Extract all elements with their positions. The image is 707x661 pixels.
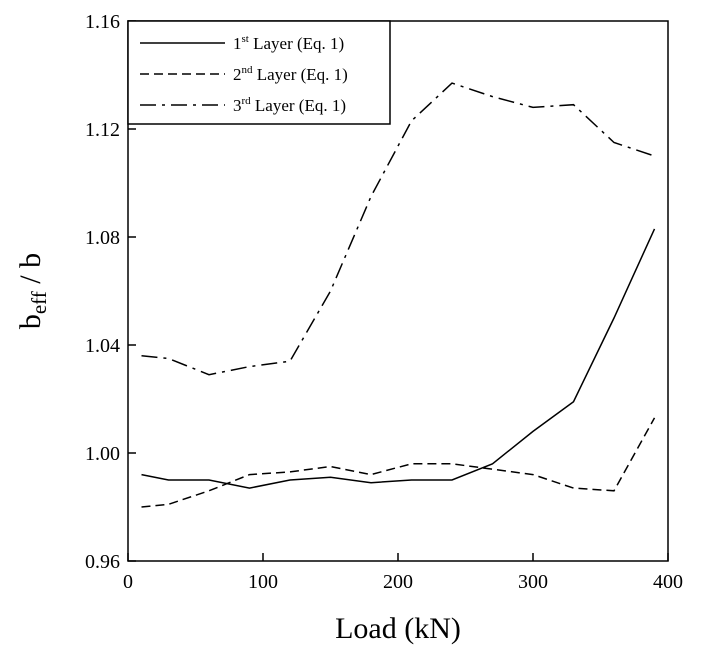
x-axis-title: Load (kN) [335, 612, 461, 645]
legend-label-1st-layer: 1st Layer (Eq. 1) [233, 33, 344, 53]
legend-3-ordinal: 3 [233, 96, 242, 115]
x-tick-label: 0 [123, 571, 133, 593]
legend-1-sup: st [242, 33, 249, 45]
legend-2-rest: Layer (Eq. 1) [253, 65, 348, 84]
y-tick-label: 1.12 [85, 119, 120, 141]
legend-1-ordinal: 1 [233, 34, 242, 53]
series-line-2 [141, 417, 656, 508]
legend-2-ordinal: 2 [233, 65, 242, 84]
legend-2-sup: nd [242, 64, 254, 76]
legend-box [127, 20, 391, 125]
legend-label-2nd-layer: 2nd Layer (Eq. 1) [233, 64, 348, 84]
y-tick-label: 1.16 [85, 11, 120, 33]
legend-3-rest: Layer (Eq. 1) [251, 96, 346, 115]
legend-3-sup: rd [242, 95, 252, 107]
series-line-1 [141, 228, 656, 489]
x-tick-label: 400 [653, 571, 683, 593]
y-axis-title-sub: eff [27, 291, 51, 314]
legend-1-rest: Layer (Eq. 1) [249, 34, 344, 53]
series-group [141, 82, 656, 508]
x-tick-label: 200 [383, 571, 413, 593]
y-axis-title-tail: / b [14, 253, 47, 291]
x-tick-label: 100 [248, 571, 278, 593]
legend: 1st Layer (Eq. 1) 2nd Layer (Eq. 1) 3rd … [127, 20, 391, 125]
x-tick-label: 300 [518, 571, 548, 593]
legend-label-3rd-layer: 3rd Layer (Eq. 1) [233, 95, 346, 115]
y-tick-label: 1.00 [85, 443, 120, 465]
series-line-3 [141, 82, 655, 376]
y-tick-label: 1.04 [85, 335, 120, 357]
y-tick-label: 1.08 [85, 227, 120, 249]
y-axis-title: beff / b [14, 253, 51, 329]
y-axis-title-main: b [14, 314, 47, 329]
y-tick-label: 0.96 [85, 551, 120, 573]
ticks-group: 0 100 200 300 400 0.96 1.00 1.04 1.08 1.12 1.16 [85, 11, 683, 593]
plot-frame [127, 20, 669, 562]
